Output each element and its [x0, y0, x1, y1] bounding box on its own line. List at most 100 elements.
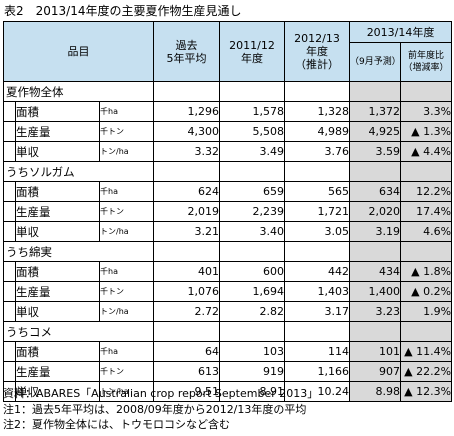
value-yoy: 1.9% [400, 301, 453, 322]
value-fy2012: 1,328 [284, 101, 351, 122]
metric-label: 生産量 [15, 201, 100, 222]
value-fy2013: 2,020 [349, 201, 402, 222]
value-fy2013: 1,372 [349, 101, 402, 122]
value-fy2011: 2.82 [219, 301, 286, 322]
group-blank-cell [400, 81, 453, 102]
value-fy2013: 101 [349, 341, 402, 362]
metric-unit: トン/ha [98, 221, 155, 242]
metric-unit: 千トン [98, 121, 155, 142]
group-name: 夏作物全体 [3, 81, 100, 102]
footnote-1: 注1：過去5年平均は、2008/09年度から2012/13年度の平均 [3, 402, 307, 416]
value-fy2012: 1,721 [284, 201, 351, 222]
value-past5: 1,296 [153, 101, 221, 122]
group-row: うちコメ [3, 321, 453, 342]
indent-cell [3, 141, 16, 162]
value-fy2011: 8.91 [219, 381, 286, 402]
value-yoy: ▲ 0.2% [400, 281, 453, 302]
group-blank-cell [349, 161, 402, 182]
table-row: 生産量 千トン 1,076 1,694 1,403 1,400 ▲ 0.2% [3, 281, 453, 302]
indent-cell [3, 361, 16, 382]
value-past5: 1,076 [153, 281, 221, 302]
table-row: 面積 千ha 401 600 442 434 ▲ 1.8% [3, 261, 453, 282]
value-yoy: 12.2% [400, 181, 453, 202]
value-fy2011: 5,508 [219, 121, 286, 142]
header-yoy: 前年度比 （増減率） [400, 42, 453, 82]
group-blank-cell [349, 321, 402, 342]
metric-unit: トン/ha [98, 301, 155, 322]
group-name: うち綿実 [3, 241, 100, 262]
indent-cell [3, 341, 16, 362]
group-blank-cell [219, 321, 286, 342]
value-fy2012: 3.17 [284, 301, 351, 322]
value-yoy: ▲ 22.2% [400, 361, 453, 382]
header-past5: 過去 5年平均 [153, 21, 221, 82]
value-past5: 9.51 [153, 381, 221, 402]
group-blank [99, 241, 155, 262]
header-item: 品目 [2, 21, 155, 82]
value-fy2012: 4,989 [284, 121, 351, 142]
group-blank-cell [284, 81, 351, 102]
header-forecast: （9月予測） [349, 42, 402, 82]
header-fy2013: 2013/14年度 [349, 21, 453, 43]
value-yoy: ▲ 1.8% [400, 261, 453, 282]
table-row: 単収 トン/ha 2.72 2.82 3.17 3.23 1.9% [3, 301, 453, 322]
metric-label: 面積 [15, 101, 100, 122]
metric-unit: トン/ha [98, 381, 155, 402]
crop-forecast-table: 品目 過去 5年平均 2011/12 年度 2012/13 年度 （推計） 20… [2, 21, 453, 402]
value-past5: 401 [153, 261, 221, 282]
group-blank [99, 321, 155, 342]
indent-cell [3, 261, 16, 282]
value-fy2012: 442 [284, 261, 351, 282]
header-fy2012: 2012/13 年度 （推計） [284, 21, 351, 82]
group-blank-cell [400, 241, 453, 262]
group-blank-cell [153, 241, 221, 262]
metric-unit: 千トン [98, 281, 155, 302]
indent-cell [3, 101, 16, 122]
value-fy2011: 2,239 [219, 201, 286, 222]
value-past5: 613 [153, 361, 221, 382]
group-name: うちソルガム [3, 161, 100, 182]
group-blank [99, 81, 155, 102]
metric-unit: 千ha [98, 261, 155, 282]
value-fy2012: 1,166 [284, 361, 351, 382]
group-name: うちコメ [3, 321, 100, 342]
group-blank-cell [219, 81, 286, 102]
metric-label: 面積 [15, 261, 100, 282]
table-row: 面積 千ha 64 103 114 101 ▲ 11.4% [3, 341, 453, 362]
metric-label: 生産量 [15, 121, 100, 142]
metric-unit: トン/ha [98, 141, 155, 162]
metric-label: 生産量 [15, 281, 100, 302]
metric-label: 単収 [15, 381, 100, 402]
value-yoy: 17.4% [400, 201, 453, 222]
footnote-2: 注2：夏作物全体には、トウモロコシなど含む [3, 418, 230, 431]
table-row: 単収 トン/ha 3.32 3.49 3.76 3.59 ▲ 4.4% [3, 141, 453, 162]
metric-label: 単収 [15, 221, 100, 242]
metric-unit: 千ha [98, 181, 155, 202]
value-fy2011: 919 [219, 361, 286, 382]
value-yoy: 4.6% [400, 221, 453, 242]
value-past5: 4,300 [153, 121, 221, 142]
value-fy2011: 659 [219, 181, 286, 202]
indent-cell [3, 301, 16, 322]
value-fy2011: 103 [219, 341, 286, 362]
value-fy2011: 600 [219, 261, 286, 282]
indent-cell [3, 121, 16, 142]
value-yoy: ▲ 12.3% [400, 381, 453, 402]
table-row: 面積 千ha 624 659 565 634 12.2% [3, 181, 453, 202]
value-yoy: ▲ 4.4% [400, 141, 453, 162]
metric-label: 単収 [15, 141, 100, 162]
metric-unit: 千トン [98, 361, 155, 382]
footnote-source: 資料：ABARES「Australian crop report Septemb… [3, 387, 319, 400]
metric-label: 面積 [15, 341, 100, 362]
value-fy2013: 4,925 [349, 121, 402, 142]
value-fy2013: 1,400 [349, 281, 402, 302]
value-fy2012: 565 [284, 181, 351, 202]
value-yoy: ▲ 1.3% [400, 121, 453, 142]
group-blank-cell [219, 161, 286, 182]
value-past5: 3.32 [153, 141, 221, 162]
value-fy2011: 1,578 [219, 101, 286, 122]
indent-cell [3, 281, 16, 302]
value-past5: 624 [153, 181, 221, 202]
table-row: 生産量 千トン 4,300 5,508 4,989 4,925 ▲ 1.3% [3, 121, 453, 142]
value-fy2013: 434 [349, 261, 402, 282]
